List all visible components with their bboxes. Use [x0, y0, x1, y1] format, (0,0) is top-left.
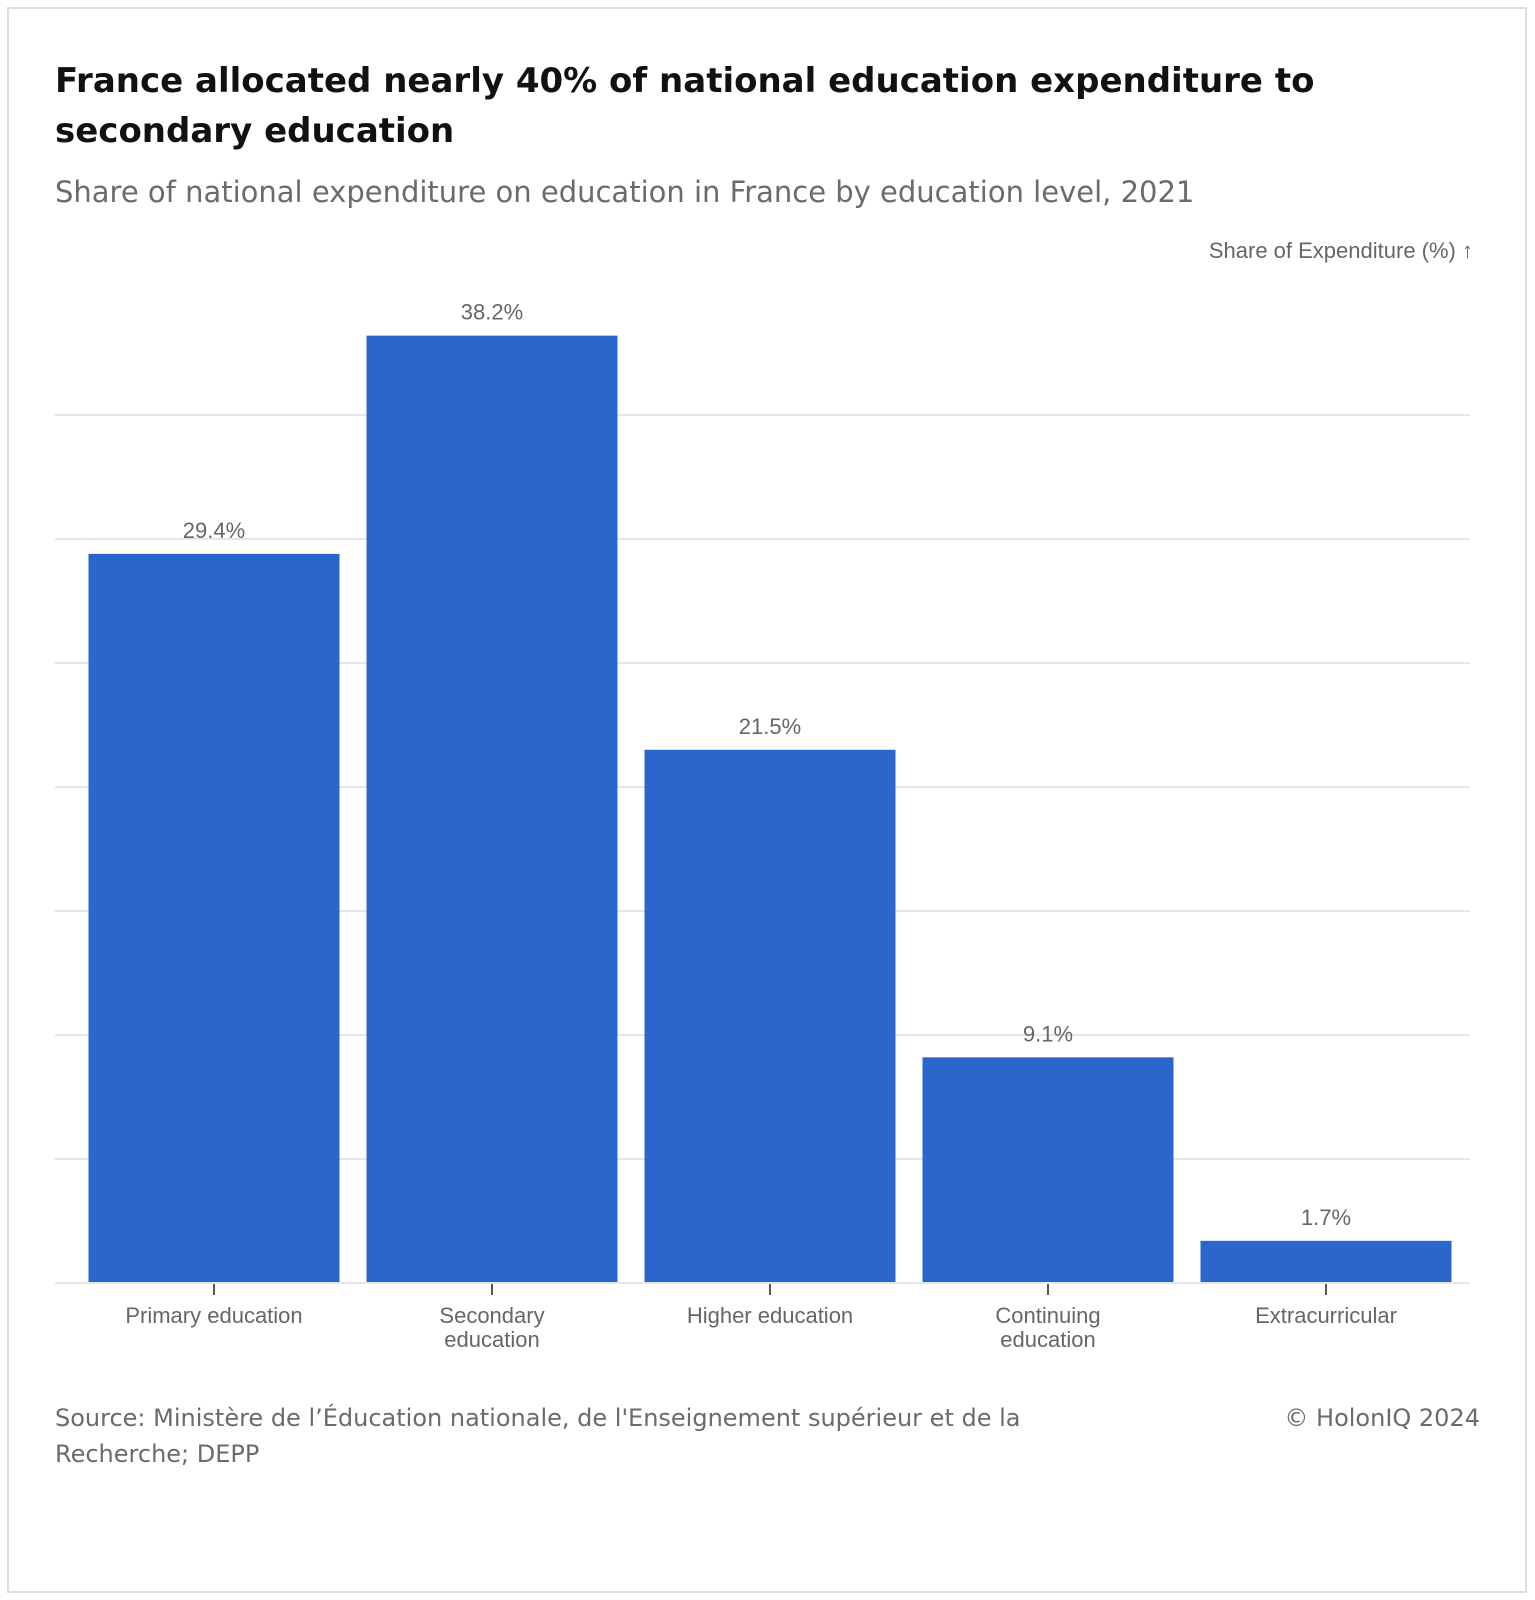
copyright-note: © HolonIQ 2024: [1284, 1404, 1480, 1432]
bars: [88, 335, 1452, 1283]
bar-1: [366, 335, 618, 1283]
bar-4: [1200, 1240, 1452, 1283]
data-label-4: 1.7%: [1301, 1205, 1351, 1230]
data-label-2: 21.5%: [739, 714, 801, 739]
y-axis-label: Share of Expenditure (%) ↑: [1209, 238, 1473, 263]
chart-title: France allocated nearly 40% of national …: [55, 61, 1315, 151]
data-labels: 29.4% 38.2% 21.5% 9.1% 1.7%: [183, 300, 1351, 1230]
x-tick-label-1: Secondary education: [439, 1303, 544, 1352]
x-axis: Primary education Secondary educationHighe…: [55, 1282, 1470, 1352]
x-tick-label-3: Continuing education: [995, 1303, 1100, 1352]
x-tick-label-line: Extracurricular: [1255, 1303, 1397, 1328]
x-tick-label-line: Primary education: [125, 1303, 302, 1328]
bar-0: [88, 553, 340, 1283]
bar-2: [644, 749, 896, 1283]
source-note: Source: Ministère de l’Éducation nationa…: [55, 1404, 1021, 1468]
x-tick-label-2: Higher education: [687, 1303, 853, 1328]
x-tick-label-line: Continuing: [995, 1303, 1100, 1328]
x-tick-label-4: Extracurricular: [1255, 1303, 1397, 1328]
chart-subtitle: Share of national expenditure on educati…: [55, 175, 1195, 209]
data-label-3: 9.1%: [1023, 1021, 1073, 1046]
data-label-1: 38.2%: [461, 300, 523, 325]
x-tick-label-line: education: [444, 1327, 539, 1352]
x-tick-label-0: Primary education: [125, 1303, 302, 1328]
data-label-0: 29.4%: [183, 518, 245, 543]
x-tick-label-line: Higher education: [687, 1303, 853, 1328]
bar-3: [922, 1057, 1174, 1283]
x-tick-label-line: Secondary: [439, 1303, 544, 1328]
x-tick-label-line: education: [1000, 1327, 1095, 1352]
